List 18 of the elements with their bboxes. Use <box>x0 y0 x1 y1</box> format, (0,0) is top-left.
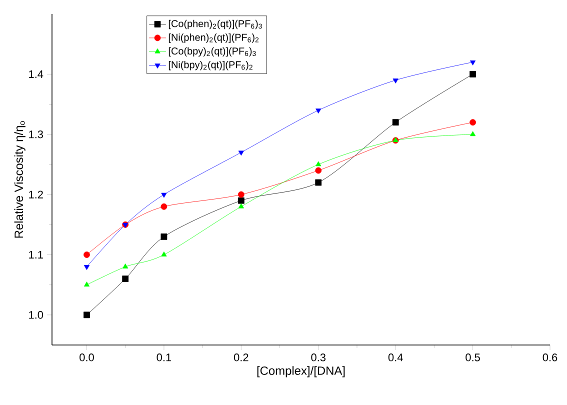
x-tick-label: 0.5 <box>466 354 480 362</box>
legend-label: [Co(phen)$_{2}$(qt)](PF$_{6}$)$_{3}$ <box>168 20 262 30</box>
x-tick-label: 0.6 <box>542 354 558 362</box>
y-tick-label: 1.4 <box>29 70 44 78</box>
x-tick-label: 0.4 <box>388 354 403 362</box>
x-axis-title: [Complex]/[DNA] <box>257 366 345 378</box>
y-tick-label: 1.0 <box>29 311 44 319</box>
y-axis-title: Relative Viscosity η/η$_{o}$ <box>14 121 26 238</box>
x-tick-label: 0.2 <box>234 354 248 362</box>
x-tick-label: 0.3 <box>311 354 326 362</box>
legend-label: [Co(bpy)$_{2}$(qt)](PF$_{6}$)$_{3}$ <box>168 47 256 57</box>
x-tick-label: 0.0 <box>80 354 94 362</box>
y-tick-label: 1.3 <box>29 130 43 138</box>
x-tick-label: 0.1 <box>156 354 172 362</box>
y-tick-label: 1.1 <box>29 250 43 258</box>
y-tick-label: 1.2 <box>29 190 43 198</box>
legend-label: [Ni(bpy)$_{2}$(qt)](PF$_{6}$)$_{2}$ <box>168 60 252 70</box>
legend-label: [Ni(phen)$_{2}$(qt)](PF$_{6}$)$_{2}$ <box>168 34 259 43</box>
